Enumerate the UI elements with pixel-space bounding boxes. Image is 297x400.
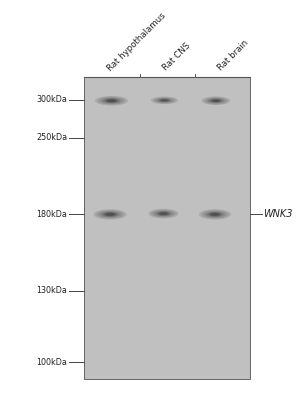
Ellipse shape — [107, 99, 116, 102]
Ellipse shape — [208, 212, 221, 216]
Ellipse shape — [153, 210, 174, 217]
Ellipse shape — [199, 209, 231, 220]
Ellipse shape — [212, 100, 220, 102]
Ellipse shape — [153, 97, 176, 104]
Ellipse shape — [155, 211, 172, 216]
Text: 300kDa: 300kDa — [36, 95, 67, 104]
Text: 250kDa: 250kDa — [36, 133, 67, 142]
Ellipse shape — [148, 209, 178, 218]
Ellipse shape — [97, 97, 125, 105]
Ellipse shape — [103, 212, 117, 216]
Ellipse shape — [155, 98, 174, 103]
Text: 130kDa: 130kDa — [36, 286, 67, 296]
Ellipse shape — [204, 97, 228, 104]
Ellipse shape — [151, 96, 178, 104]
Ellipse shape — [202, 96, 230, 105]
Ellipse shape — [96, 210, 124, 219]
Ellipse shape — [206, 98, 226, 104]
Ellipse shape — [159, 212, 168, 215]
Ellipse shape — [201, 210, 229, 219]
Ellipse shape — [105, 99, 118, 103]
Ellipse shape — [157, 212, 170, 216]
Ellipse shape — [159, 99, 170, 102]
Ellipse shape — [208, 98, 224, 103]
Ellipse shape — [99, 211, 121, 218]
Ellipse shape — [151, 210, 176, 218]
Ellipse shape — [210, 99, 222, 102]
Ellipse shape — [102, 98, 121, 103]
Text: Rat CNS: Rat CNS — [161, 42, 192, 73]
Text: 180kDa: 180kDa — [36, 210, 67, 219]
Ellipse shape — [101, 212, 119, 217]
Ellipse shape — [157, 98, 172, 102]
Ellipse shape — [211, 213, 219, 216]
Ellipse shape — [94, 209, 127, 220]
Ellipse shape — [206, 212, 224, 217]
Text: 100kDa: 100kDa — [36, 358, 67, 367]
Text: WNK3: WNK3 — [263, 209, 293, 219]
Text: Rat brain: Rat brain — [216, 39, 250, 73]
Ellipse shape — [105, 213, 115, 216]
Text: Rat hypothalamus: Rat hypothalamus — [106, 11, 168, 73]
Ellipse shape — [161, 99, 168, 102]
Ellipse shape — [95, 96, 128, 106]
Ellipse shape — [204, 211, 226, 218]
Ellipse shape — [100, 98, 123, 104]
Bar — [84, 77, 250, 379]
